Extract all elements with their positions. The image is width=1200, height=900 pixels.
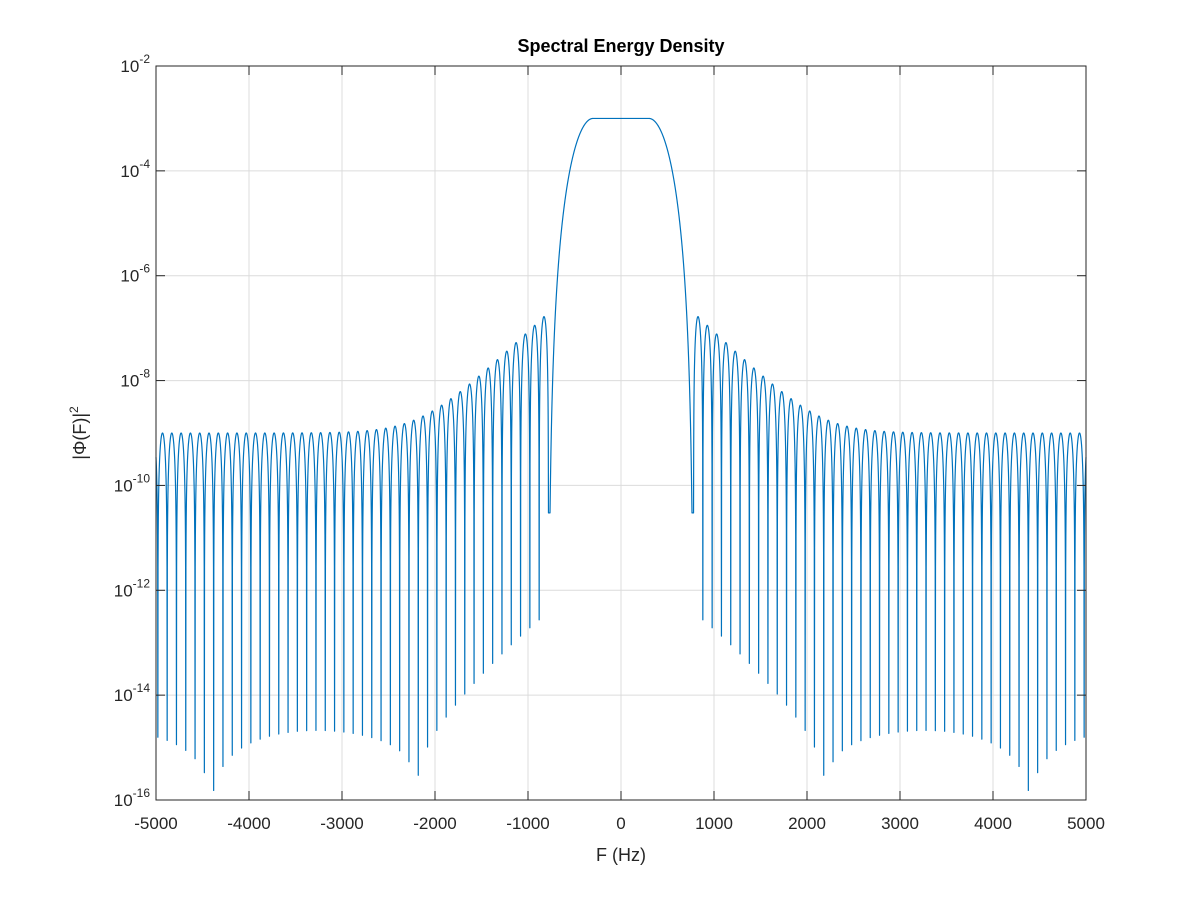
y-axis-title: |Φ(F)|2 [67, 406, 90, 460]
x-tick-label: -4000 [227, 814, 270, 833]
x-tick-label: 5000 [1067, 814, 1105, 833]
x-tick-label: 2000 [788, 814, 826, 833]
x-tick-label: 3000 [881, 814, 919, 833]
y-tick-label: 10-2 [120, 52, 150, 76]
x-tick-label: -2000 [413, 814, 456, 833]
x-tick-labels: -5000 -4000 -3000 -2000 -1000 0 1000 2000 3000 40… [134, 814, 1105, 833]
x-tick-label: -1000 [506, 814, 549, 833]
plot-area [155, 117, 1087, 792]
y-tick-label: 10-10 [114, 471, 151, 495]
x-tick-label: -5000 [134, 814, 177, 833]
ticks [155, 65, 1087, 801]
series-line [155, 117, 1087, 792]
y-tick-label: 10-8 [120, 367, 150, 391]
y-axis-title-main: |Φ(F)| [70, 413, 90, 460]
x-tick-label: 0 [616, 814, 625, 833]
y-tick-labels: 10-16 10-14 10-12 10-10 10-8 10-6 10-4 10-2 [114, 52, 151, 810]
x-tick-label: 4000 [974, 814, 1012, 833]
y-tick-label: 10-16 [114, 786, 151, 810]
y-tick-label: 10-4 [120, 157, 150, 181]
y-tick-label: 10-6 [120, 262, 150, 286]
y-tick-label: 10-14 [114, 681, 151, 705]
chart-title: Spectral Energy Density [517, 36, 724, 56]
y-tick-label: 10-12 [114, 576, 151, 600]
x-axis-title: F (Hz) [596, 845, 646, 865]
y-axis-title-superscript: 2 [67, 406, 81, 413]
x-tick-label: -3000 [320, 814, 363, 833]
x-tick-label: 1000 [695, 814, 733, 833]
